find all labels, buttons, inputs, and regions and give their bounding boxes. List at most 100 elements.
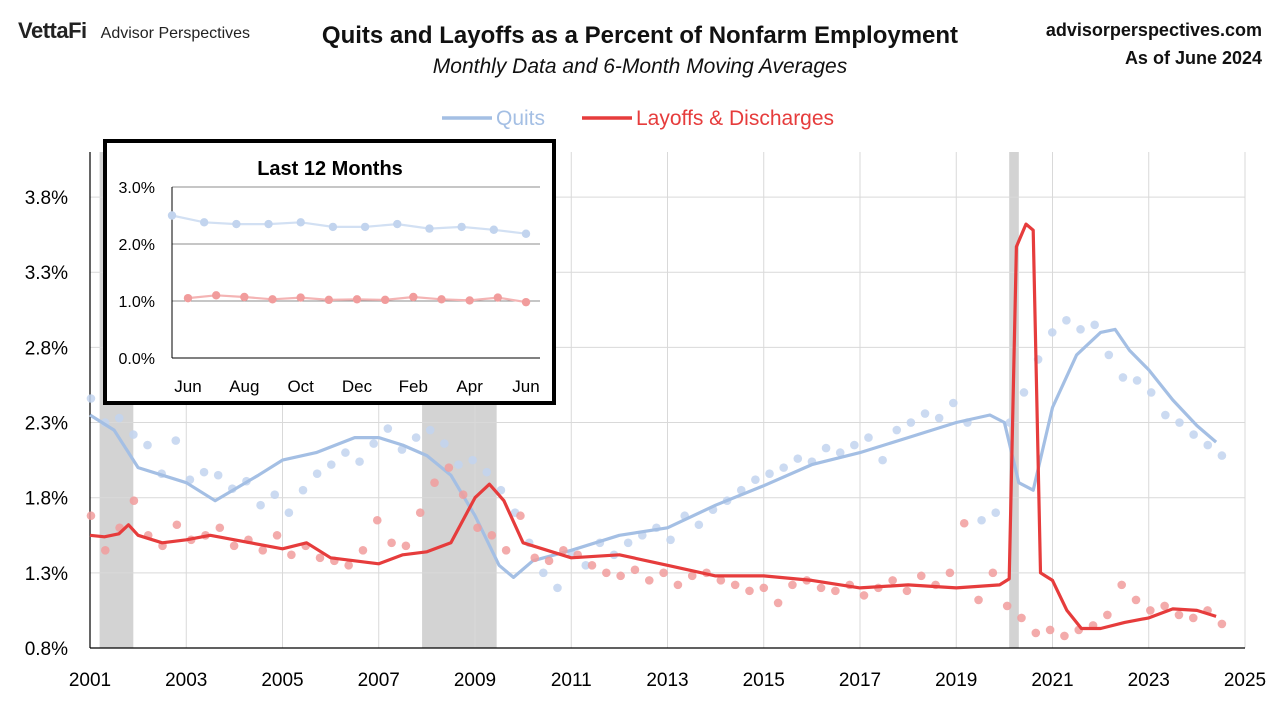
inset-layoffs-point [465, 296, 474, 305]
inset-x-tick-label: Apr [456, 377, 483, 396]
quits-monthly-point [1175, 418, 1184, 427]
y-tick-label: 3.3% [25, 263, 68, 284]
layoffs-monthly-point [544, 556, 554, 566]
layoffs-monthly-point [916, 571, 926, 581]
quits-monthly-point [991, 508, 1001, 518]
inset-quits-point [425, 224, 434, 233]
inset-x-tick-label: Jun [512, 377, 539, 396]
inset-quits-point [296, 218, 305, 227]
inset-quits-point [360, 222, 370, 232]
layoffs-monthly-point [888, 576, 897, 585]
layoffs-monthly-point [1217, 619, 1227, 629]
layoffs-monthly-point [716, 576, 726, 585]
inset-layoffs-point [296, 293, 305, 302]
layoffs-monthly-point [172, 520, 182, 530]
layoffs-monthly-point [387, 538, 396, 548]
layoffs-monthly-point [1160, 601, 1169, 611]
quits-monthly-point [553, 583, 562, 593]
inset-y-tick-label: 3.0% [119, 180, 155, 197]
layoffs-monthly-point [215, 523, 225, 533]
quits-monthly-point [581, 561, 591, 570]
inset-quits-point [199, 218, 209, 227]
layoffs-monthly-point [1002, 601, 1012, 611]
x-tick-label: 2001 [69, 670, 111, 691]
layoffs-monthly-point [1131, 595, 1141, 605]
quits-monthly-point [765, 469, 774, 478]
x-tick-label: 2009 [454, 670, 496, 691]
quits-monthly-point [86, 394, 96, 403]
inset-y-tick-label: 2.0% [119, 237, 155, 254]
x-tick-label: 2011 [551, 670, 592, 691]
quits-monthly-point [821, 443, 831, 453]
layoffs-monthly-point [372, 515, 382, 525]
website-label: advisorperspectives.com [1045, 20, 1262, 40]
layoffs-monthly-point [673, 580, 683, 590]
y-tick-label: 1.3% [25, 564, 68, 585]
layoffs-monthly-point [831, 586, 840, 596]
inset-x-tick-label: Jun [174, 377, 201, 396]
inset-layoffs-point [183, 293, 193, 303]
quits-monthly-point [312, 469, 322, 478]
legend: Quits Layoffs & Discharges [442, 107, 834, 130]
inset-y-tick-label: 1.0% [119, 294, 155, 311]
quits-monthly-point [171, 436, 181, 445]
quits-monthly-point [369, 439, 378, 448]
quits-monthly-point [694, 520, 704, 530]
inset-y-tick-label: 0.0% [119, 351, 155, 368]
quits-monthly-point [977, 515, 986, 525]
quits-monthly-point [1076, 325, 1085, 334]
inset-quits-point [457, 222, 466, 232]
quits-monthly-point [793, 454, 803, 463]
inset-quits-point [232, 219, 241, 229]
inset-chart: Last 12 Months 0.0% 1.0% 2.0% 3.0% Jun Aug Oct D… [103, 139, 556, 405]
y-tick-label: 0.8% [25, 639, 68, 660]
inset-quits-point [393, 219, 402, 229]
x-tick-label: 2021 [1031, 670, 1073, 691]
layoffs-moving-average-line [89, 222, 1217, 631]
quits-monthly-point [1019, 388, 1029, 397]
layoffs-monthly-point [730, 580, 740, 590]
layoffs-monthly-point [902, 586, 912, 596]
inset-quits-point [489, 225, 499, 234]
inset-layoffs-point [352, 295, 362, 304]
layoffs-monthly-point [401, 541, 411, 551]
inset-x-tick-label: Dec [342, 377, 373, 396]
brand-subtitle: Advisor Perspectives [100, 25, 251, 42]
quits-monthly-point [256, 500, 265, 510]
quits-monthly-point [666, 535, 675, 545]
layoffs-monthly-point [974, 595, 983, 605]
quits-monthly-point [454, 460, 463, 469]
quits-monthly-point [751, 475, 760, 484]
inset-layoffs-point [493, 293, 503, 302]
inset-layoffs-point [240, 292, 249, 302]
layoffs-monthly-point [444, 463, 454, 472]
quits-monthly-point [114, 413, 124, 423]
x-tick-label: 2019 [935, 670, 977, 691]
quits-monthly-point [355, 457, 364, 466]
quits-monthly-point [1104, 350, 1114, 360]
inset-layoffs-point [521, 297, 531, 307]
layoffs-monthly-point [1146, 606, 1155, 615]
layoffs-monthly-point [1031, 628, 1041, 638]
quits-monthly-point [129, 430, 138, 439]
layoffs-monthly-point [773, 598, 783, 608]
inset-layoffs-point [324, 295, 334, 305]
quits-monthly-point [878, 455, 887, 465]
layoffs-monthly-point [501, 546, 511, 555]
layoffs-monthly-point [516, 511, 525, 521]
layoffs-monthly-point [1045, 625, 1055, 635]
x-tick-label: 2017 [839, 670, 881, 691]
legend-quits-label: Quits [496, 107, 545, 130]
quits-monthly-point [143, 440, 152, 450]
quits-monthly-point [949, 398, 958, 408]
quits-monthly-point [835, 448, 845, 457]
quits-monthly-point [326, 460, 336, 469]
quits-monthly-point [298, 485, 308, 495]
layoffs-monthly-point [1017, 613, 1026, 623]
quits-monthly-point [1118, 373, 1128, 382]
layoffs-monthly-point [1060, 631, 1069, 641]
layoffs-monthly-point [287, 550, 296, 560]
quits-monthly-point [199, 467, 209, 477]
quits-monthly-point [906, 418, 916, 427]
x-tick-label: 2025 [1224, 670, 1266, 691]
